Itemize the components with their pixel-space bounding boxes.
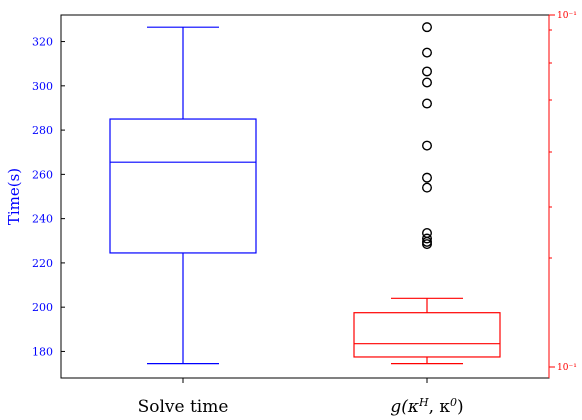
left-axis-tick-label: 320 (32, 36, 53, 49)
left-axis-tick-label: 180 (32, 345, 53, 358)
left-axis-tick-label: 260 (32, 168, 53, 181)
outlier-point (422, 66, 433, 77)
left-axis-tick-label: 300 (32, 80, 53, 93)
plot-frame (60, 14, 550, 379)
left-axis-tick-label: 280 (32, 124, 53, 137)
outlier-point (422, 22, 433, 33)
left-axis-label: Time(s) (5, 168, 23, 225)
box-series-2 (353, 22, 501, 365)
iqr-box (109, 118, 257, 254)
left-axis-tick-label: 200 (32, 301, 53, 314)
outlier-point (422, 98, 433, 109)
right-axis-tick-label: 10⁻¹ (557, 363, 577, 373)
x-category-label: g(κH, κ0) (390, 396, 463, 418)
iqr-box (353, 312, 501, 358)
x-category-label: Solve time (138, 397, 229, 417)
left-axis-tick-label: 220 (32, 257, 53, 270)
left-axis-tick-label: 240 (32, 213, 53, 226)
outlier-point (422, 172, 433, 183)
outlier-point (422, 239, 433, 250)
outlier-point (422, 233, 433, 244)
outlier-point (422, 182, 433, 193)
outlier-point (422, 47, 433, 58)
box-series-1 (109, 26, 257, 365)
right-axis-tick-label: 10⁻¹ (557, 11, 577, 21)
outlier-point (422, 77, 433, 88)
outlier-point (422, 140, 433, 151)
